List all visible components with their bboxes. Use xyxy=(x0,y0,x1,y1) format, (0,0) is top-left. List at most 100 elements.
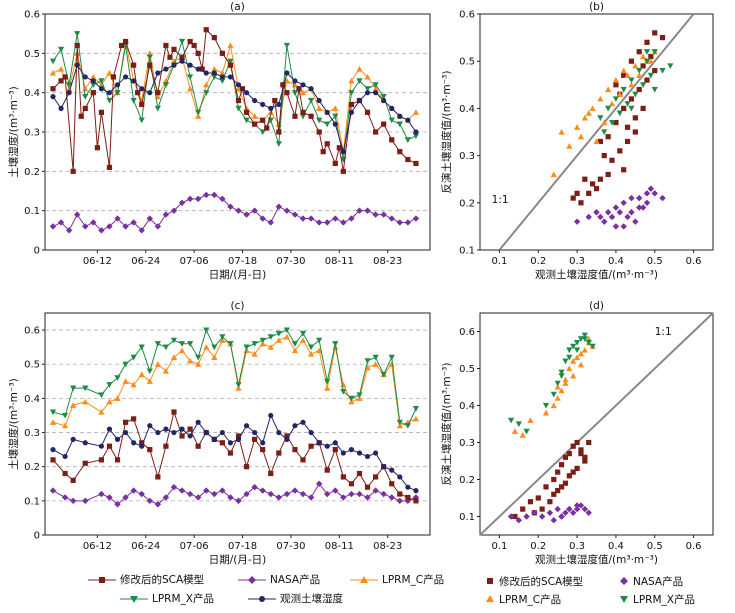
data-point-lprm_x xyxy=(138,344,145,351)
data-point-lprm_c xyxy=(372,361,379,367)
y-tick-label: 0.1 xyxy=(459,246,475,257)
data-point-obs xyxy=(300,419,306,425)
data-point-sca xyxy=(106,443,113,449)
data-point-nasa xyxy=(235,207,242,214)
data-point-sca xyxy=(50,86,56,92)
data-point-nasa xyxy=(340,219,347,226)
data-point-sca xyxy=(648,53,654,60)
series-nasa-a xyxy=(49,191,420,234)
data-point-sca xyxy=(94,145,100,151)
y-tick-label: 0.3 xyxy=(24,428,40,439)
data-point-sca xyxy=(332,160,338,167)
data-point-nasa xyxy=(275,494,283,501)
one-to-one-line xyxy=(479,312,714,536)
y-tick-label: 0.5 xyxy=(459,364,475,375)
data-point-sca xyxy=(535,495,541,501)
y-tick-label: 0.1 xyxy=(459,512,475,523)
y-tick-label: 0.2 xyxy=(24,167,40,178)
data-point-sca xyxy=(644,77,650,83)
data-point-sca xyxy=(381,121,387,127)
data-point-nasa xyxy=(573,218,581,225)
data-point-nasa xyxy=(57,219,65,226)
data-point-sca xyxy=(558,484,565,490)
data-point-lprm_x xyxy=(577,336,585,342)
data-point-nasa xyxy=(203,191,210,199)
data-point-nasa xyxy=(98,227,105,234)
data-point-lprm_x xyxy=(114,375,121,381)
data-point-lprm_c xyxy=(632,62,639,69)
data-point-lprm_x xyxy=(291,90,299,96)
data-point-lprm_x xyxy=(307,344,315,351)
data-point-obs xyxy=(219,74,225,80)
data-point-sca xyxy=(527,499,534,505)
data-point-nasa xyxy=(573,502,581,509)
data-point-lprm_x xyxy=(550,391,557,398)
data-point-lprm_x xyxy=(324,121,331,128)
data-point-lprm_x xyxy=(612,96,620,103)
data-point-sca xyxy=(543,484,549,490)
data-point-sca xyxy=(562,454,569,460)
data-point-sca xyxy=(566,473,572,479)
data-point-lprm_x xyxy=(364,358,371,364)
data-point-lprm_c xyxy=(219,69,226,76)
data-point-obs xyxy=(147,90,153,96)
legend-d-lprm-x-label: LPRM_X产品 xyxy=(633,594,695,606)
data-point-nasa xyxy=(659,194,666,202)
data-point-sca xyxy=(98,109,104,115)
data-point-lprm_c xyxy=(585,110,592,116)
legend-lprm-x-symbol xyxy=(120,593,148,608)
data-point-lprm_x xyxy=(601,129,608,136)
data-point-lprm_c xyxy=(324,385,331,391)
y-tick-label: 0.6 xyxy=(24,326,40,337)
data-point-obs xyxy=(373,450,379,456)
data-point-lprm_c xyxy=(82,85,89,92)
series-line-lprm_c xyxy=(52,336,417,427)
data-point-obs xyxy=(139,86,145,92)
data-point-obs xyxy=(381,464,387,470)
data-point-obs xyxy=(58,105,64,111)
data-point-obs xyxy=(284,70,290,76)
data-point-lprm_c xyxy=(612,76,620,83)
data-point-lprm_x xyxy=(130,97,137,104)
data-point-lprm_x xyxy=(316,117,323,124)
data-point-nasa xyxy=(315,480,323,487)
data-point-nasa xyxy=(211,490,218,498)
data-point-sca xyxy=(512,513,518,520)
data-point-obs xyxy=(114,436,121,442)
data-point-obs xyxy=(316,440,322,446)
data-point-sca xyxy=(106,164,113,170)
data-point-sca xyxy=(389,481,395,487)
data-point-lprm_c xyxy=(550,171,557,178)
series-lprm_x-c xyxy=(49,327,420,429)
data-point-nasa xyxy=(291,211,299,218)
legend-nasa-label: NASA产品 xyxy=(270,574,321,586)
data-point-nasa xyxy=(251,207,258,214)
data-point-sca xyxy=(187,426,193,432)
x-tick-label: 06-12 xyxy=(83,541,112,552)
data-point-obs xyxy=(268,105,274,111)
data-point-obs xyxy=(332,440,338,446)
data-point-sca xyxy=(324,141,330,147)
data-point-lprm_x xyxy=(585,340,592,346)
data-point-obs xyxy=(114,82,121,88)
data-point-obs xyxy=(155,70,161,76)
legend-d-nasa-label: NASA产品 xyxy=(633,576,684,588)
data-point-lprm_x xyxy=(573,347,581,354)
data-point-nasa xyxy=(412,215,420,222)
data-point-lprm_x xyxy=(515,421,522,428)
data-point-lprm_x xyxy=(364,86,371,92)
data-point-nasa xyxy=(636,204,643,211)
data-point-lprm_x xyxy=(542,402,550,409)
data-point-obs xyxy=(332,121,338,127)
data-point-lprm_x xyxy=(562,358,569,365)
data-point-nasa xyxy=(523,513,530,520)
data-point-lprm_c xyxy=(412,415,420,422)
data-point-sca xyxy=(340,474,346,480)
data-point-obs xyxy=(219,429,225,436)
data-point-sca xyxy=(613,119,619,126)
data-point-lprm_c xyxy=(299,337,307,343)
data-point-sca xyxy=(292,447,298,453)
data-point-sca xyxy=(98,457,104,463)
data-point-nasa xyxy=(251,483,258,491)
y-tick-label: 0 xyxy=(34,246,40,257)
